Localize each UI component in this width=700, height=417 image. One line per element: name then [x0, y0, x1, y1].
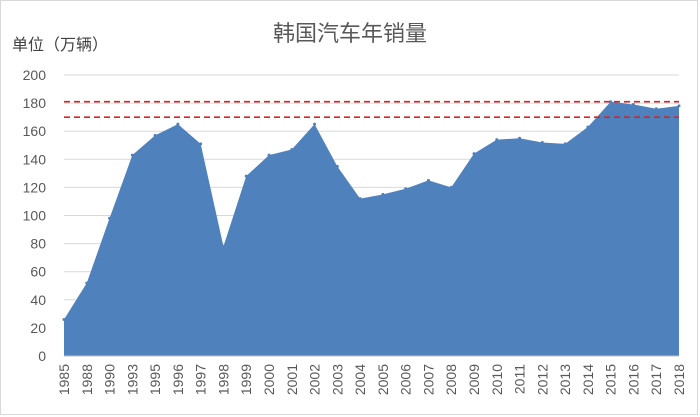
y-tick-label: 0 [38, 348, 46, 364]
data-point [85, 281, 89, 285]
data-point [199, 142, 203, 146]
series-area [62, 100, 681, 356]
x-tick-label: 2011 [512, 364, 528, 394]
y-tick-label: 100 [23, 208, 47, 224]
x-tick-label: 2003 [329, 364, 345, 395]
x-tick-label: 1996 [170, 364, 186, 395]
x-tick-label: 2013 [557, 364, 573, 395]
chart-title: 韩国汽车年销量 [272, 22, 427, 47]
x-tick-label: 1995 [147, 364, 163, 395]
data-point [563, 142, 567, 146]
data-point [130, 153, 134, 157]
data-point [381, 192, 385, 196]
data-point [267, 153, 271, 157]
data-point [677, 104, 681, 108]
data-point [244, 174, 248, 178]
y-tick-label: 20 [30, 320, 46, 336]
series-area-fill [64, 101, 679, 356]
data-point [108, 216, 112, 220]
data-point [449, 185, 453, 189]
x-tick-label: 2010 [489, 364, 505, 395]
data-point [62, 317, 66, 321]
x-tick-label: 2007 [420, 364, 436, 395]
x-tick-label: 2009 [466, 364, 482, 395]
x-tick-label: 2006 [398, 364, 414, 395]
y-tick-label: 140 [23, 151, 47, 167]
x-tick-label: 1988 [79, 364, 95, 395]
x-tick-label: 1997 [193, 364, 209, 395]
y-axis-ticks: 0 20 40 60 80 100 120 140 160 180 200 [23, 67, 47, 364]
data-point [654, 107, 658, 111]
data-point [472, 152, 476, 156]
data-point [518, 136, 522, 140]
x-axis-ticks: 1985 1988 1990 1993 1995 1996 1997 1998 1999 2000… [56, 364, 687, 395]
data-point [358, 197, 362, 201]
unit-label: 单位（万辆） [12, 35, 109, 54]
y-tick-label: 60 [30, 264, 46, 280]
x-tick-label: 1993 [124, 364, 140, 395]
data-point [153, 133, 157, 137]
x-tick-label: 2005 [375, 364, 391, 395]
data-point [221, 244, 225, 248]
data-point [176, 122, 180, 126]
x-tick-label: 1998 [215, 364, 231, 395]
x-tick-label: 1999 [238, 364, 254, 395]
x-tick-label: 2016 [625, 364, 641, 395]
x-tick-label: 2004 [352, 364, 368, 395]
data-point [290, 147, 294, 151]
data-point [426, 178, 430, 182]
y-tick-label: 40 [30, 292, 46, 308]
x-tick-label: 2001 [284, 364, 300, 395]
data-point [631, 103, 635, 107]
y-tick-label: 120 [23, 179, 47, 195]
reference-lines [64, 100, 679, 118]
y-tick-label: 200 [23, 67, 47, 83]
x-tick-label: 2018 [671, 364, 687, 395]
y-tick-label: 180 [23, 95, 47, 111]
y-tick-label: 160 [23, 123, 47, 139]
x-tick-label: 2012 [534, 364, 550, 395]
x-tick-label: 1985 [56, 364, 72, 395]
x-tick-label: 2002 [307, 364, 323, 395]
data-point [586, 125, 590, 129]
y-tick-label: 80 [30, 236, 46, 252]
data-point [540, 140, 544, 144]
x-tick-label: 2008 [443, 364, 459, 395]
data-point [335, 164, 339, 168]
x-tick-label: 2017 [648, 364, 664, 395]
data-point [313, 122, 317, 126]
data-point [495, 138, 499, 142]
x-tick-label: 2014 [580, 364, 596, 395]
data-point [404, 187, 408, 191]
x-tick-label: 1990 [102, 364, 118, 395]
x-tick-label: 2000 [261, 364, 277, 395]
x-tick-label: 2015 [603, 364, 619, 395]
